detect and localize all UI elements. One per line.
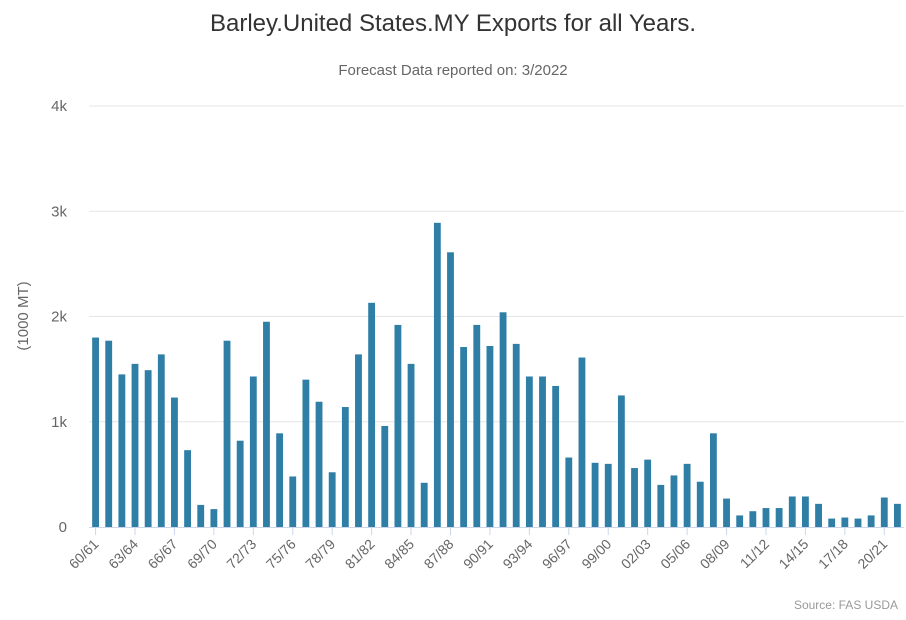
x-tick-label: 11/12	[737, 536, 773, 572]
bar[interactable]	[276, 433, 284, 527]
chart-subtitle: Forecast Data reported on: 3/2022	[338, 62, 567, 79]
bar[interactable]	[894, 503, 901, 527]
bar[interactable]	[841, 517, 849, 527]
bar[interactable]	[315, 401, 323, 527]
bar[interactable]	[223, 340, 231, 527]
bar[interactable]	[486, 345, 494, 527]
bar[interactable]	[565, 457, 573, 527]
grid-lines	[89, 105, 904, 423]
bar[interactable]	[171, 397, 178, 527]
y-tick-label: 3k	[51, 203, 67, 220]
bar[interactable]	[828, 518, 836, 527]
bar[interactable]	[525, 376, 533, 527]
bar[interactable]	[723, 498, 730, 527]
bar[interactable]	[578, 357, 586, 527]
bar[interactable]	[381, 425, 389, 527]
x-tick-label: 08/09	[697, 536, 733, 572]
bar[interactable]	[552, 385, 560, 527]
y-tick-label: 1k	[51, 414, 67, 431]
x-tick-label: 60/61	[66, 536, 102, 572]
bar[interactable]	[709, 433, 717, 527]
x-tick-label: 02/03	[618, 536, 654, 572]
x-tick-label: 14/15	[775, 536, 811, 572]
x-tick-label: 05/06	[657, 536, 693, 572]
x-tick-label: 99/00	[578, 536, 614, 572]
bar[interactable]	[368, 302, 376, 527]
x-tick-label: 69/70	[184, 536, 220, 572]
bar[interactable]	[670, 475, 678, 527]
bar[interactable]	[617, 395, 625, 527]
bar[interactable]	[157, 354, 165, 527]
bar[interactable]	[815, 503, 822, 527]
bar[interactable]	[775, 508, 783, 527]
y-tick-label: 2k	[51, 309, 67, 326]
x-tick-label: 63/64	[105, 536, 141, 572]
bar[interactable]	[539, 376, 546, 527]
bar[interactable]	[801, 496, 809, 527]
bar[interactable]	[263, 321, 270, 527]
chart-title: Barley.United States.MY Exports for all …	[210, 10, 696, 37]
bar[interactable]	[131, 363, 139, 527]
x-tick-label: 17/18	[815, 536, 851, 572]
x-tick-label: 20/21	[854, 536, 890, 572]
bar[interactable]	[657, 484, 665, 527]
x-tick-label: 93/94	[499, 536, 535, 572]
x-tick-label: 81/82	[342, 536, 378, 572]
bar[interactable]	[460, 347, 468, 527]
bar[interactable]	[407, 363, 415, 527]
bar[interactable]	[473, 324, 481, 527]
bar[interactable]	[749, 511, 757, 527]
bar[interactable]	[867, 515, 875, 527]
bar[interactable]	[788, 496, 796, 527]
source-credit: Source: FAS USDA	[794, 598, 898, 612]
bar[interactable]	[341, 407, 349, 527]
bar[interactable]	[736, 515, 744, 527]
bars	[92, 222, 901, 528]
bar[interactable]	[880, 497, 888, 527]
bar[interactable]	[447, 252, 454, 528]
bar[interactable]	[499, 312, 507, 527]
bar[interactable]	[210, 509, 218, 527]
bar[interactable]	[854, 518, 862, 527]
bar[interactable]	[184, 450, 192, 527]
x-tick-label: 78/79	[302, 536, 338, 572]
bar[interactable]	[696, 481, 704, 527]
bar[interactable]	[105, 340, 113, 527]
y-axis: 0 1k 2k 3k 4k	[51, 98, 67, 536]
x-tick-label: 72/73	[223, 536, 259, 572]
bar[interactable]	[355, 354, 362, 527]
bar[interactable]	[591, 462, 599, 527]
x-tick-label: 96/97	[539, 536, 575, 572]
bar[interactable]	[197, 504, 205, 527]
y-tick-label: 4k	[51, 98, 67, 115]
bar[interactable]	[92, 337, 99, 527]
bar[interactable]	[631, 468, 638, 527]
x-tick-label: 84/85	[381, 536, 417, 572]
bar[interactable]	[236, 440, 244, 527]
y-tick-label: 0	[59, 519, 67, 536]
bar[interactable]	[604, 463, 612, 527]
bar[interactable]	[249, 376, 257, 527]
bar[interactable]	[289, 476, 297, 527]
x-axis-ticks: 60/61 63/64 66/67 69/70 72/73 75/76 78/79 81/82…	[66, 527, 891, 572]
y-axis-label: (1000 MT)	[15, 281, 32, 350]
bar[interactable]	[644, 459, 652, 527]
x-tick-label: 75/76	[263, 536, 299, 572]
bar[interactable]	[762, 508, 770, 527]
bar[interactable]	[328, 472, 336, 527]
x-tick-label: 90/91	[460, 536, 496, 572]
bar[interactable]	[302, 379, 310, 527]
x-tick-label: 66/67	[144, 536, 180, 572]
bar[interactable]	[512, 343, 520, 527]
x-tick-label: 87/88	[421, 536, 457, 572]
bar[interactable]	[433, 222, 441, 527]
bar[interactable]	[420, 482, 428, 527]
bar[interactable]	[394, 324, 402, 527]
bar[interactable]	[144, 370, 152, 527]
bar[interactable]	[683, 463, 691, 527]
bar[interactable]	[118, 374, 126, 527]
